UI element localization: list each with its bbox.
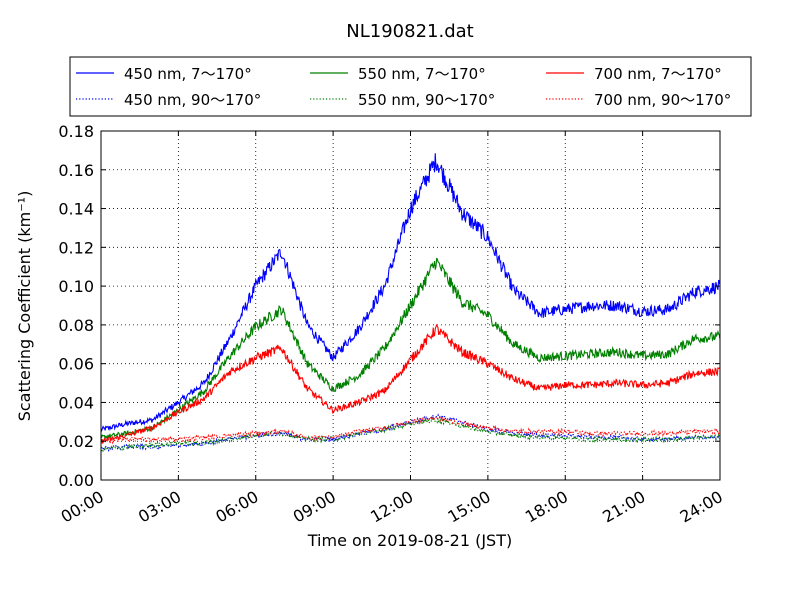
y-tick-label: 0.12 xyxy=(58,238,94,257)
legend-label: 700 nm, 7～170° xyxy=(594,65,722,83)
series-line xyxy=(100,257,721,441)
y-tick-label: 0.06 xyxy=(58,355,94,374)
y-tick-label: 0.02 xyxy=(58,432,94,451)
y-tick-label: 0.10 xyxy=(58,277,94,296)
x-axis-label: Time on 2019-08-21 (JST) xyxy=(307,531,512,550)
y-axis-label: Scattering Coefficient (km⁻¹) xyxy=(15,191,34,422)
legend-label: 550 nm, 90～170° xyxy=(358,91,495,109)
x-tick-label: 09:00 xyxy=(290,487,339,527)
series-line xyxy=(100,323,721,445)
y-tick-label: 0.16 xyxy=(58,161,94,180)
legend-box xyxy=(69,56,752,117)
y-tick-label: 0.04 xyxy=(58,393,94,412)
legend-label: 550 nm, 7～170° xyxy=(358,65,486,83)
x-tick-label: 03:00 xyxy=(135,487,184,527)
series-line xyxy=(100,414,721,445)
y-tick-label: 0.18 xyxy=(58,122,94,141)
x-tick-label: 21:00 xyxy=(599,487,648,527)
chart-title: NL190821.dat xyxy=(346,21,473,42)
x-tick-label: 15:00 xyxy=(444,487,493,527)
x-tick-label: 12:00 xyxy=(367,487,416,527)
y-tick-label: 0.08 xyxy=(58,316,94,335)
x-tick-label: 06:00 xyxy=(212,487,261,527)
legend-label: 450 nm, 90～170° xyxy=(124,91,261,109)
x-tick-label: 18:00 xyxy=(522,487,571,527)
legend-label: 700 nm, 90～170° xyxy=(594,91,731,109)
legend-label: 450 nm, 7～170° xyxy=(124,65,252,83)
y-tick-label: 0.00 xyxy=(58,471,94,490)
series-layer xyxy=(100,153,721,453)
y-ticks: 0.00 0.02 0.04 0.06 0.08 0.10 0.12 0.14 0.16 0.18 xyxy=(58,122,720,490)
y-tick-label: 0.14 xyxy=(58,200,94,219)
legend: 450 nm, 7～170° 550 nm, 7～170° 700 nm, 7～17… xyxy=(69,56,752,117)
x-tick-label: 00:00 xyxy=(58,487,107,527)
series-line xyxy=(100,153,721,432)
x-tick-label: 24:00 xyxy=(677,487,726,527)
